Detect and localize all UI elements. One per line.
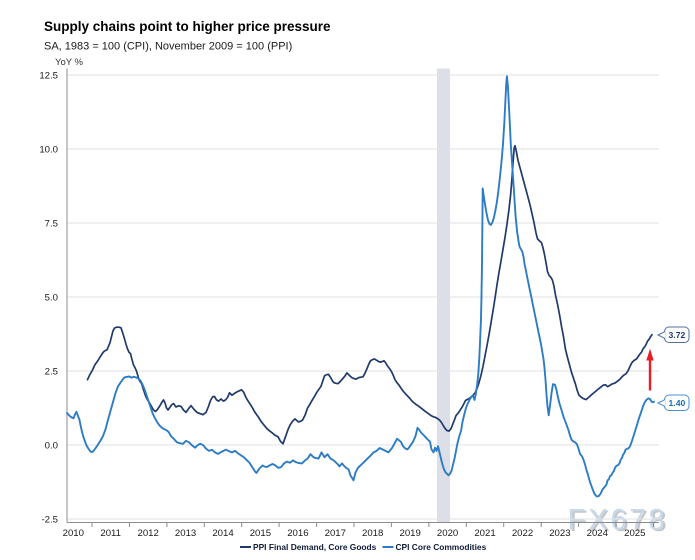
svg-text:2016: 2016 — [287, 528, 308, 539]
svg-text:2022: 2022 — [512, 528, 533, 539]
svg-text:5.0: 5.0 — [45, 293, 58, 304]
svg-text:10.0: 10.0 — [39, 145, 58, 156]
svg-text:2010: 2010 — [63, 528, 84, 539]
svg-text:-2.5: -2.5 — [41, 515, 58, 526]
svg-text:FX678: FX678 — [570, 505, 670, 538]
svg-text:FX678: FX678 — [568, 504, 668, 537]
svg-text:CPI Core Commodities: CPI Core Commodities — [396, 542, 487, 552]
svg-text:2024: 2024 — [587, 528, 609, 539]
svg-text:7.5: 7.5 — [45, 219, 58, 230]
svg-text:3.72: 3.72 — [669, 330, 686, 340]
svg-text:2021: 2021 — [474, 528, 495, 539]
svg-text:2017: 2017 — [325, 528, 346, 539]
svg-text:2011: 2011 — [100, 528, 121, 539]
svg-text:0.0: 0.0 — [45, 441, 58, 452]
svg-text:2.5: 2.5 — [45, 367, 58, 378]
svg-text:2020: 2020 — [437, 528, 458, 539]
svg-text:2023: 2023 — [549, 528, 570, 539]
svg-text:1.40: 1.40 — [669, 398, 686, 408]
svg-text:YoY %: YoY % — [55, 57, 84, 68]
svg-text:2012: 2012 — [138, 528, 159, 539]
svg-text:2014: 2014 — [212, 528, 234, 539]
svg-text:Supply chains point to higher: Supply chains point to higher price pres… — [44, 19, 331, 34]
svg-text:2025: 2025 — [624, 528, 645, 539]
svg-text:2013: 2013 — [175, 528, 196, 539]
svg-text:SA, 1983 = 100 (CPI), November: SA, 1983 = 100 (CPI), November 2009 = 10… — [44, 41, 292, 53]
svg-text:PPI Final Demand, Core Goods: PPI Final Demand, Core Goods — [253, 542, 377, 552]
svg-text:2015: 2015 — [250, 528, 271, 539]
svg-text:2019: 2019 — [400, 528, 421, 539]
svg-text:2018: 2018 — [362, 528, 383, 539]
svg-text:12.5: 12.5 — [39, 71, 58, 82]
